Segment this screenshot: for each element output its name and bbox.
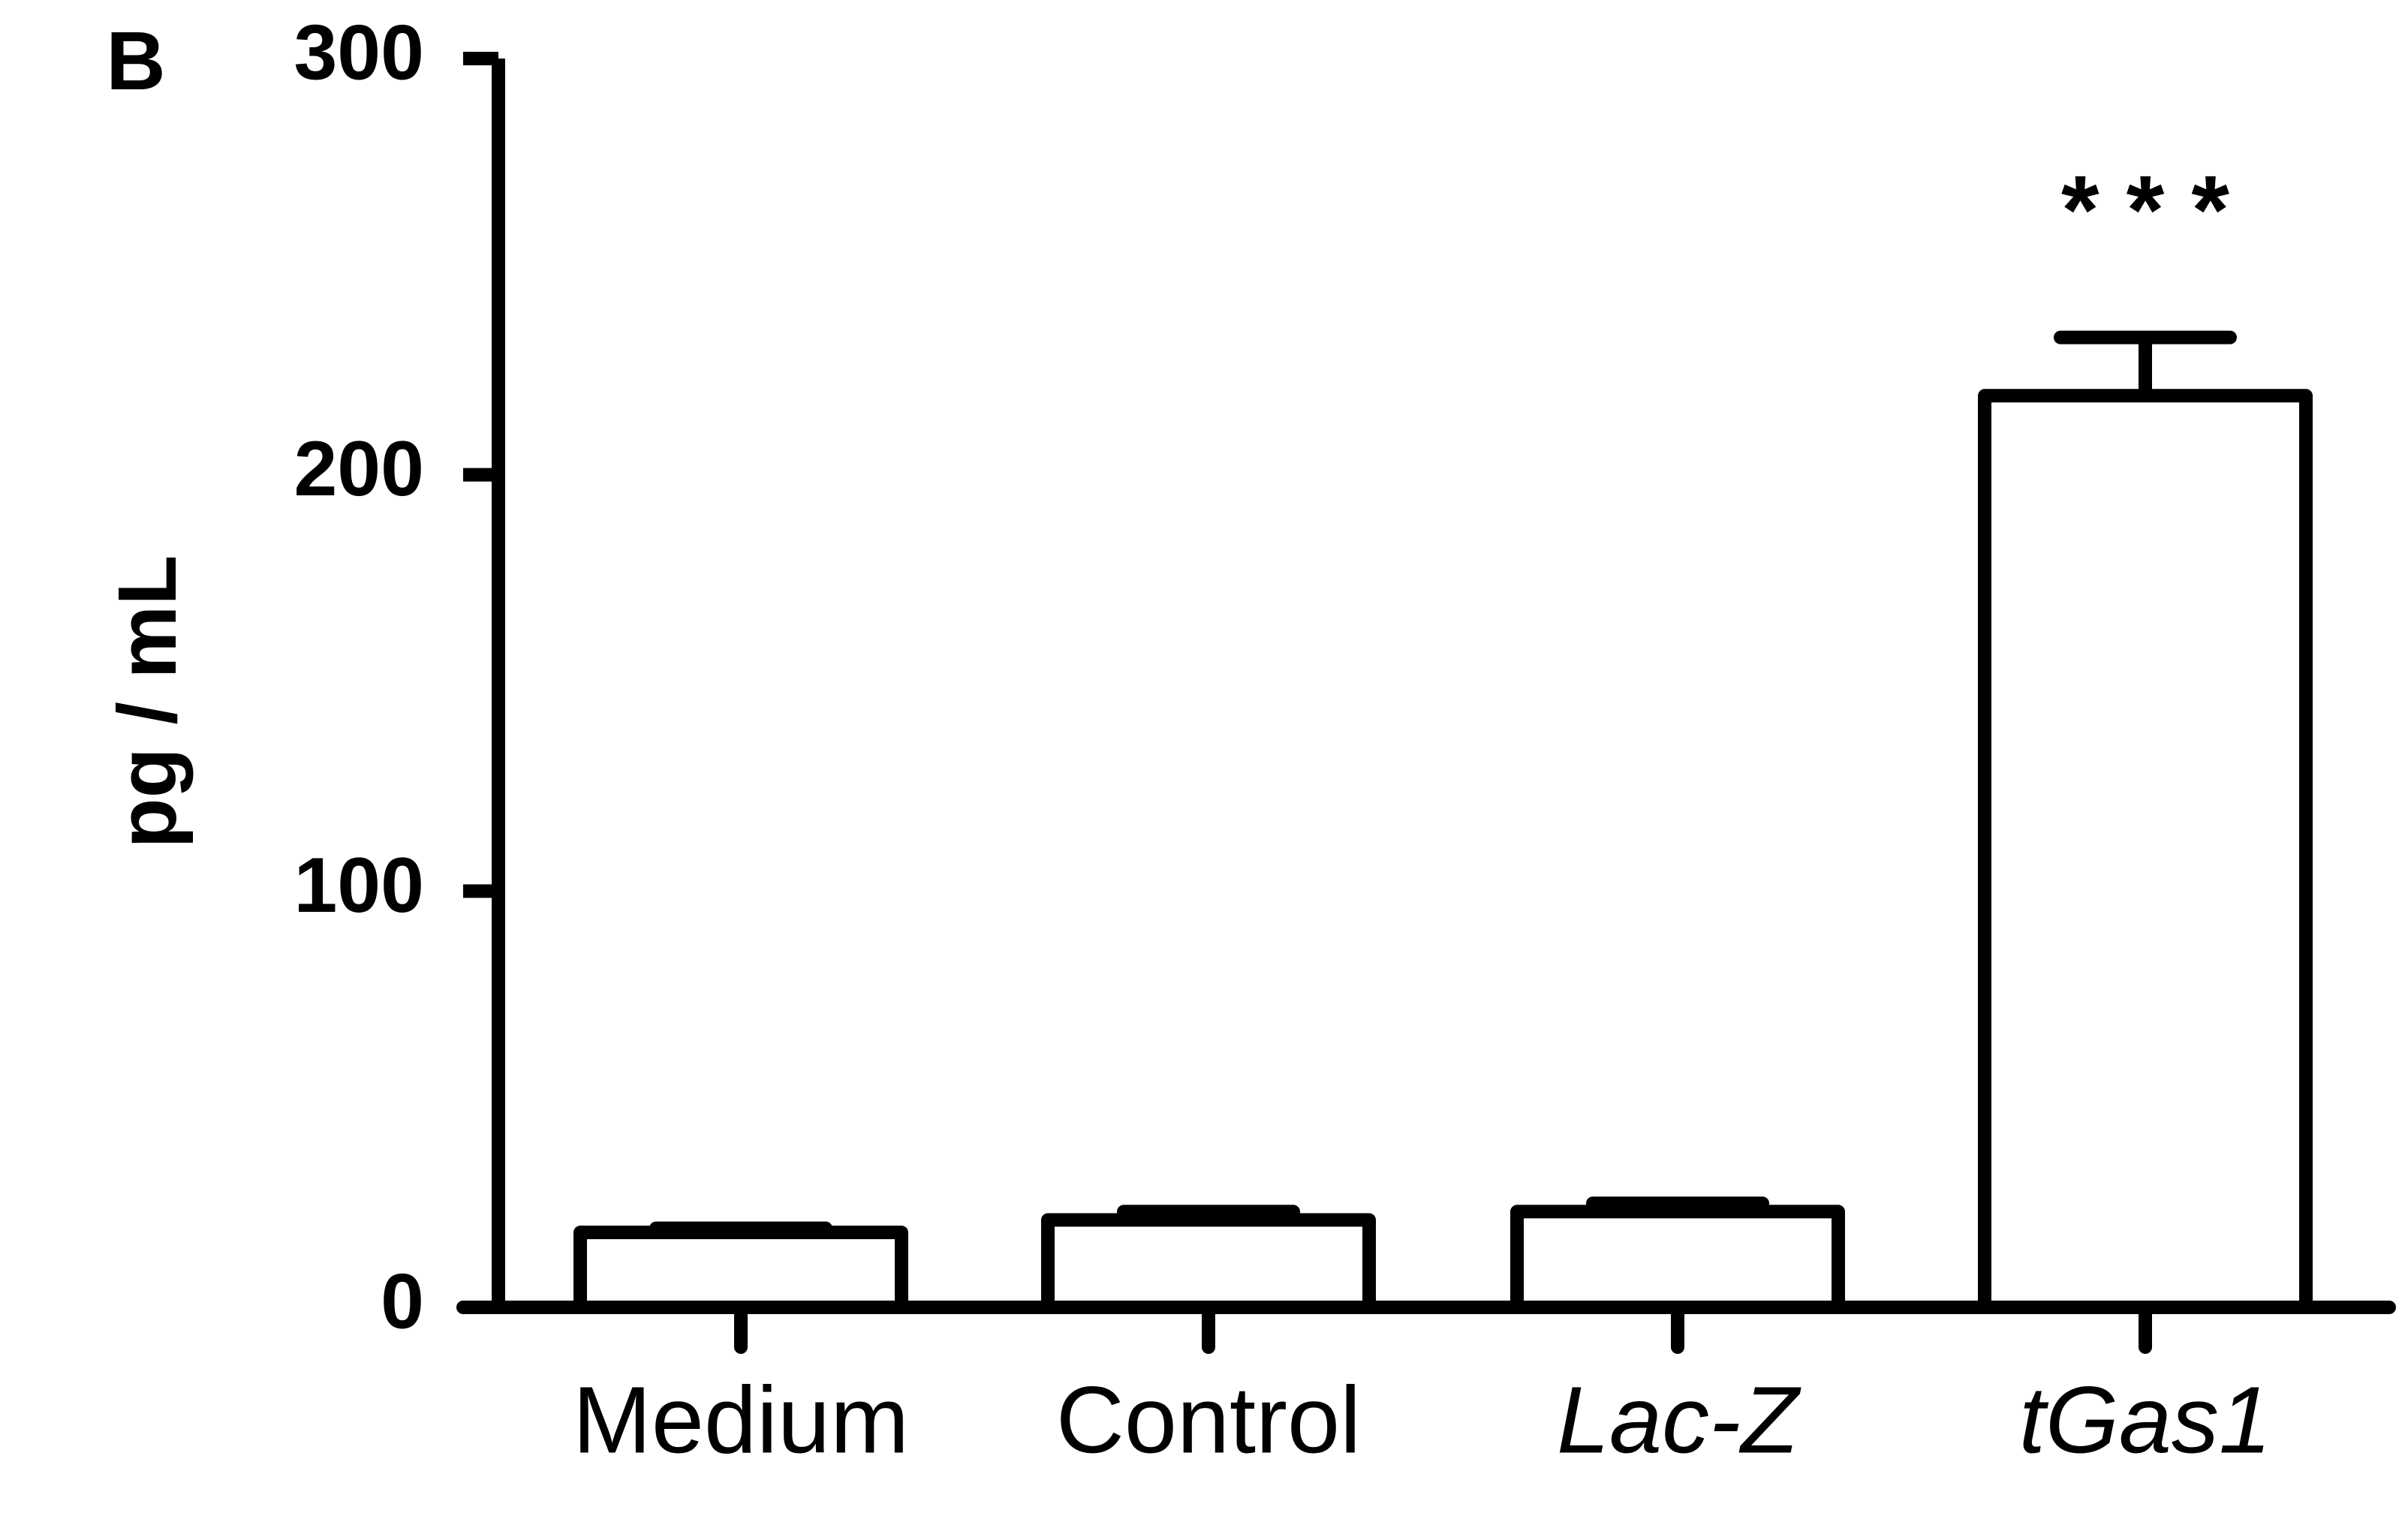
significance-annotation: * * * [2061, 155, 2229, 264]
y-tick-label: 300 [293, 9, 424, 96]
y-tick-label: 200 [293, 426, 424, 513]
y-tick-label: 100 [293, 842, 424, 929]
bar [1041, 1213, 1376, 1315]
bar [573, 1226, 908, 1315]
x-tick-label: Control [1056, 1367, 1361, 1472]
x-tick-label: Medium [573, 1367, 909, 1472]
bar [1978, 389, 2313, 1314]
bar [1510, 1205, 1845, 1314]
y-axis-label: pg / mL [101, 555, 194, 848]
y-tick-label: 0 [381, 1258, 424, 1345]
x-tick-label: tGas1 [2019, 1367, 2271, 1472]
panel-label: B [106, 15, 165, 107]
x-tick-label: Lac-Z [1557, 1367, 1801, 1472]
